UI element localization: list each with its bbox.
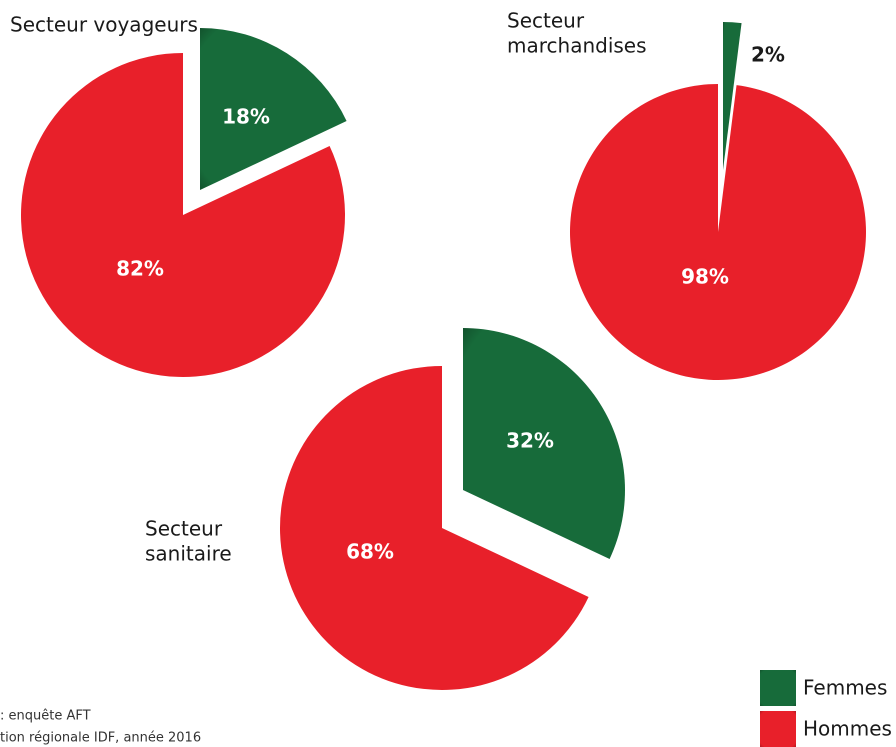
pie-title: Secteur voyageurs [10, 13, 198, 37]
data-label: 82% [116, 257, 164, 281]
pie-slice [280, 366, 589, 690]
pie-title: marchandises [507, 34, 647, 58]
pie-title: sanitaire [145, 542, 232, 566]
pie-slice [200, 28, 347, 190]
pie-title: Secteur [507, 9, 585, 33]
pie-slice [463, 328, 625, 559]
legend-swatch [760, 711, 796, 747]
data-label: 32% [506, 429, 554, 453]
pie-slice [723, 22, 742, 170]
source-note: tion régionale IDF, année 2016 [0, 731, 201, 746]
pie-slice [20, 53, 345, 377]
pie-title: Secteur [145, 517, 223, 541]
data-label: 18% [222, 105, 270, 129]
legend-label: Hommes [803, 717, 892, 741]
legend-swatch [760, 670, 796, 706]
source-note: : enquête AFT [0, 709, 91, 724]
legend-label: Femmes [803, 676, 887, 700]
pie-slice [570, 84, 867, 380]
data-label: 68% [346, 540, 394, 564]
data-label: 98% [681, 265, 729, 289]
data-label: 2% [751, 43, 785, 67]
